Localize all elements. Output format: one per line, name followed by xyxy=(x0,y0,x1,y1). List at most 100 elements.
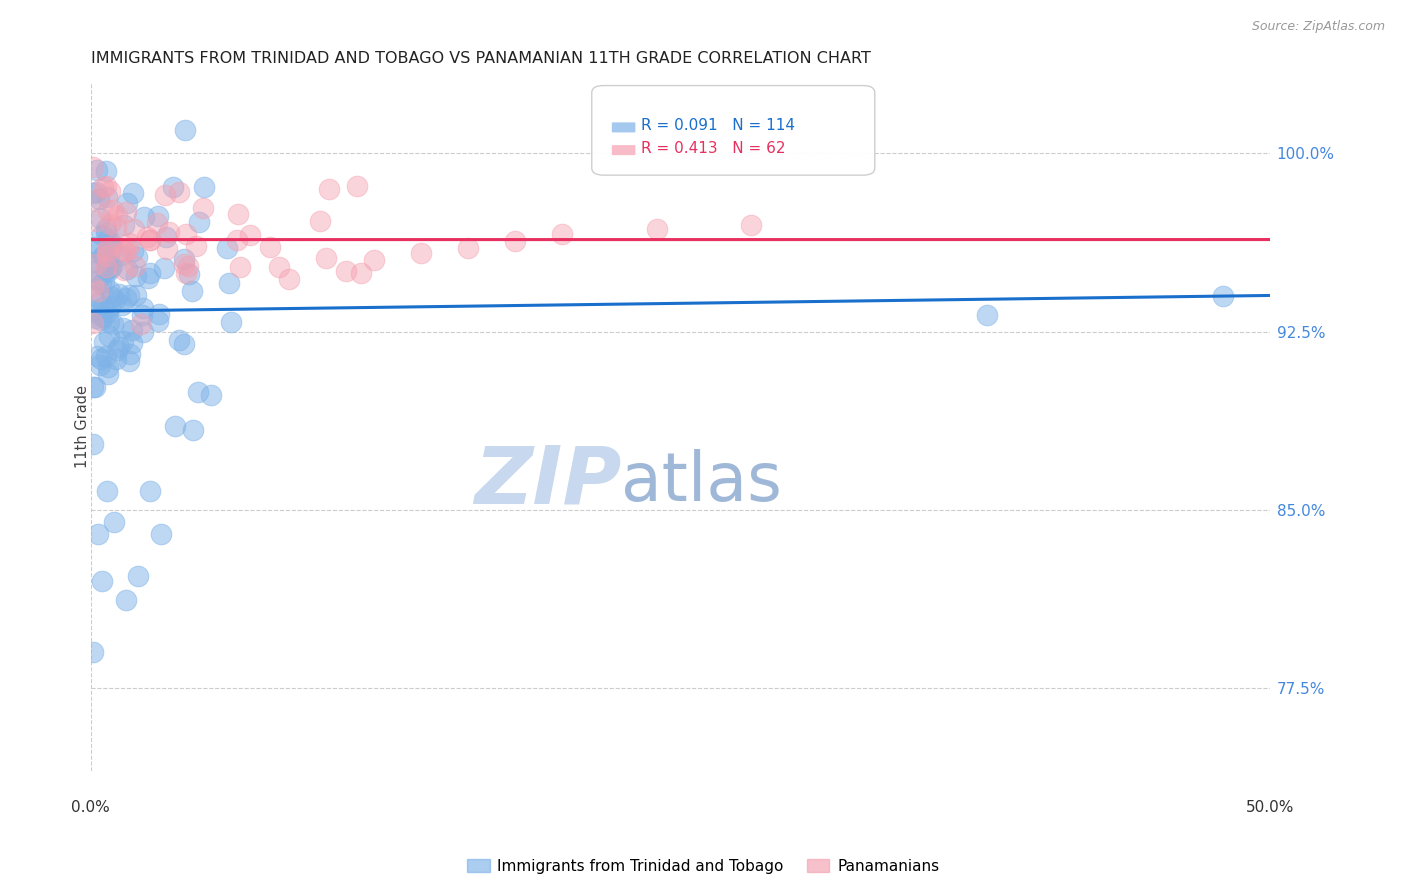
Text: 50.0%: 50.0% xyxy=(1246,799,1294,814)
Panamanians xyxy=(124,259,146,273)
Immigrants from Trinidad and Tobago xyxy=(108,287,131,301)
Panamanians xyxy=(740,218,762,232)
Immigrants from Trinidad and Tobago xyxy=(83,254,105,268)
Immigrants from Trinidad and Tobago xyxy=(87,296,110,310)
Panamanians xyxy=(124,222,146,236)
Panamanians xyxy=(153,188,176,202)
Panamanians xyxy=(173,257,195,271)
Panamanians xyxy=(176,227,198,241)
Immigrants from Trinidad and Tobago xyxy=(187,384,209,399)
Panamanians xyxy=(117,242,139,256)
Panamanians xyxy=(269,260,291,275)
Immigrants from Trinidad and Tobago xyxy=(94,163,117,178)
Immigrants from Trinidad and Tobago xyxy=(100,260,122,274)
Immigrants from Trinidad and Tobago xyxy=(127,569,149,583)
Immigrants from Trinidad and Tobago xyxy=(82,265,104,279)
Immigrants from Trinidad and Tobago xyxy=(112,334,135,348)
Panamanians xyxy=(105,209,128,223)
Immigrants from Trinidad and Tobago xyxy=(115,593,138,607)
Immigrants from Trinidad and Tobago xyxy=(97,359,120,374)
Panamanians xyxy=(84,214,107,228)
Immigrants from Trinidad and Tobago xyxy=(173,336,195,351)
Immigrants from Trinidad and Tobago xyxy=(101,317,124,331)
Immigrants from Trinidad and Tobago xyxy=(162,180,184,194)
Immigrants from Trinidad and Tobago xyxy=(91,574,114,588)
Text: R = 0.413   N = 62: R = 0.413 N = 62 xyxy=(641,141,786,156)
Immigrants from Trinidad and Tobago xyxy=(136,270,159,285)
Immigrants from Trinidad and Tobago xyxy=(98,315,121,329)
Panamanians xyxy=(169,186,191,200)
Immigrants from Trinidad and Tobago xyxy=(104,293,127,307)
Panamanians xyxy=(645,222,668,236)
Immigrants from Trinidad and Tobago xyxy=(118,347,141,361)
Y-axis label: 11th Grade: 11th Grade xyxy=(75,385,90,468)
Panamanians xyxy=(229,260,252,274)
Immigrants from Trinidad and Tobago xyxy=(83,303,105,318)
Immigrants from Trinidad and Tobago xyxy=(82,380,104,394)
Immigrants from Trinidad and Tobago xyxy=(84,310,107,325)
Panamanians xyxy=(503,235,526,249)
Immigrants from Trinidad and Tobago xyxy=(132,210,155,224)
Immigrants from Trinidad and Tobago xyxy=(976,308,998,322)
Immigrants from Trinidad and Tobago xyxy=(173,252,195,267)
Panamanians xyxy=(239,228,262,243)
Immigrants from Trinidad and Tobago xyxy=(97,304,120,318)
Panamanians xyxy=(98,218,121,232)
Immigrants from Trinidad and Tobago xyxy=(167,333,190,347)
Immigrants from Trinidad and Tobago xyxy=(90,228,112,243)
Immigrants from Trinidad and Tobago xyxy=(82,289,104,303)
Panamanians xyxy=(191,202,214,216)
Immigrants from Trinidad and Tobago xyxy=(187,215,209,229)
Text: R = 0.091   N = 114: R = 0.091 N = 114 xyxy=(641,118,796,133)
Immigrants from Trinidad and Tobago xyxy=(103,515,125,529)
Panamanians xyxy=(82,278,104,293)
Immigrants from Trinidad and Tobago xyxy=(82,244,104,258)
Panamanians xyxy=(105,220,128,235)
Panamanians xyxy=(226,234,249,248)
Immigrants from Trinidad and Tobago xyxy=(82,186,104,201)
Immigrants from Trinidad and Tobago xyxy=(155,229,177,244)
Panamanians xyxy=(82,160,104,174)
Immigrants from Trinidad and Tobago xyxy=(132,301,155,315)
Immigrants from Trinidad and Tobago xyxy=(193,180,215,194)
Immigrants from Trinidad and Tobago xyxy=(97,329,120,343)
Immigrants from Trinidad and Tobago xyxy=(111,321,134,335)
Panamanians xyxy=(96,240,118,254)
Immigrants from Trinidad and Tobago xyxy=(97,232,120,246)
Immigrants from Trinidad and Tobago xyxy=(98,284,121,298)
Immigrants from Trinidad and Tobago xyxy=(91,300,114,314)
Immigrants from Trinidad and Tobago xyxy=(108,340,131,354)
Immigrants from Trinidad and Tobago xyxy=(98,299,121,313)
Panamanians xyxy=(259,240,281,254)
Immigrants from Trinidad and Tobago xyxy=(125,288,148,302)
Immigrants from Trinidad and Tobago xyxy=(180,285,202,299)
Panamanians xyxy=(335,263,357,277)
Immigrants from Trinidad and Tobago xyxy=(89,358,111,372)
Immigrants from Trinidad and Tobago xyxy=(82,645,104,659)
Text: ZIP: ZIP xyxy=(474,442,621,521)
Panamanians xyxy=(87,285,110,299)
Immigrants from Trinidad and Tobago xyxy=(105,351,128,366)
Panamanians xyxy=(278,272,301,286)
Immigrants from Trinidad and Tobago xyxy=(121,335,143,350)
Immigrants from Trinidad and Tobago xyxy=(93,335,115,350)
Immigrants from Trinidad and Tobago xyxy=(82,437,104,451)
Immigrants from Trinidad and Tobago xyxy=(150,526,173,541)
Immigrants from Trinidad and Tobago xyxy=(90,313,112,327)
Immigrants from Trinidad and Tobago xyxy=(98,254,121,268)
Panamanians xyxy=(135,230,157,244)
Immigrants from Trinidad and Tobago xyxy=(200,388,222,402)
Immigrants from Trinidad and Tobago xyxy=(111,298,134,312)
Panamanians xyxy=(156,242,179,256)
Panamanians xyxy=(112,243,135,257)
Panamanians xyxy=(457,242,479,256)
Immigrants from Trinidad and Tobago xyxy=(98,260,121,275)
Immigrants from Trinidad and Tobago xyxy=(90,277,112,291)
Immigrants from Trinidad and Tobago xyxy=(100,290,122,304)
Panamanians xyxy=(84,256,107,270)
Immigrants from Trinidad and Tobago xyxy=(94,226,117,240)
Immigrants from Trinidad and Tobago xyxy=(179,268,201,282)
Immigrants from Trinidad and Tobago xyxy=(90,352,112,367)
Immigrants from Trinidad and Tobago xyxy=(124,269,146,284)
Immigrants from Trinidad and Tobago xyxy=(96,256,118,270)
